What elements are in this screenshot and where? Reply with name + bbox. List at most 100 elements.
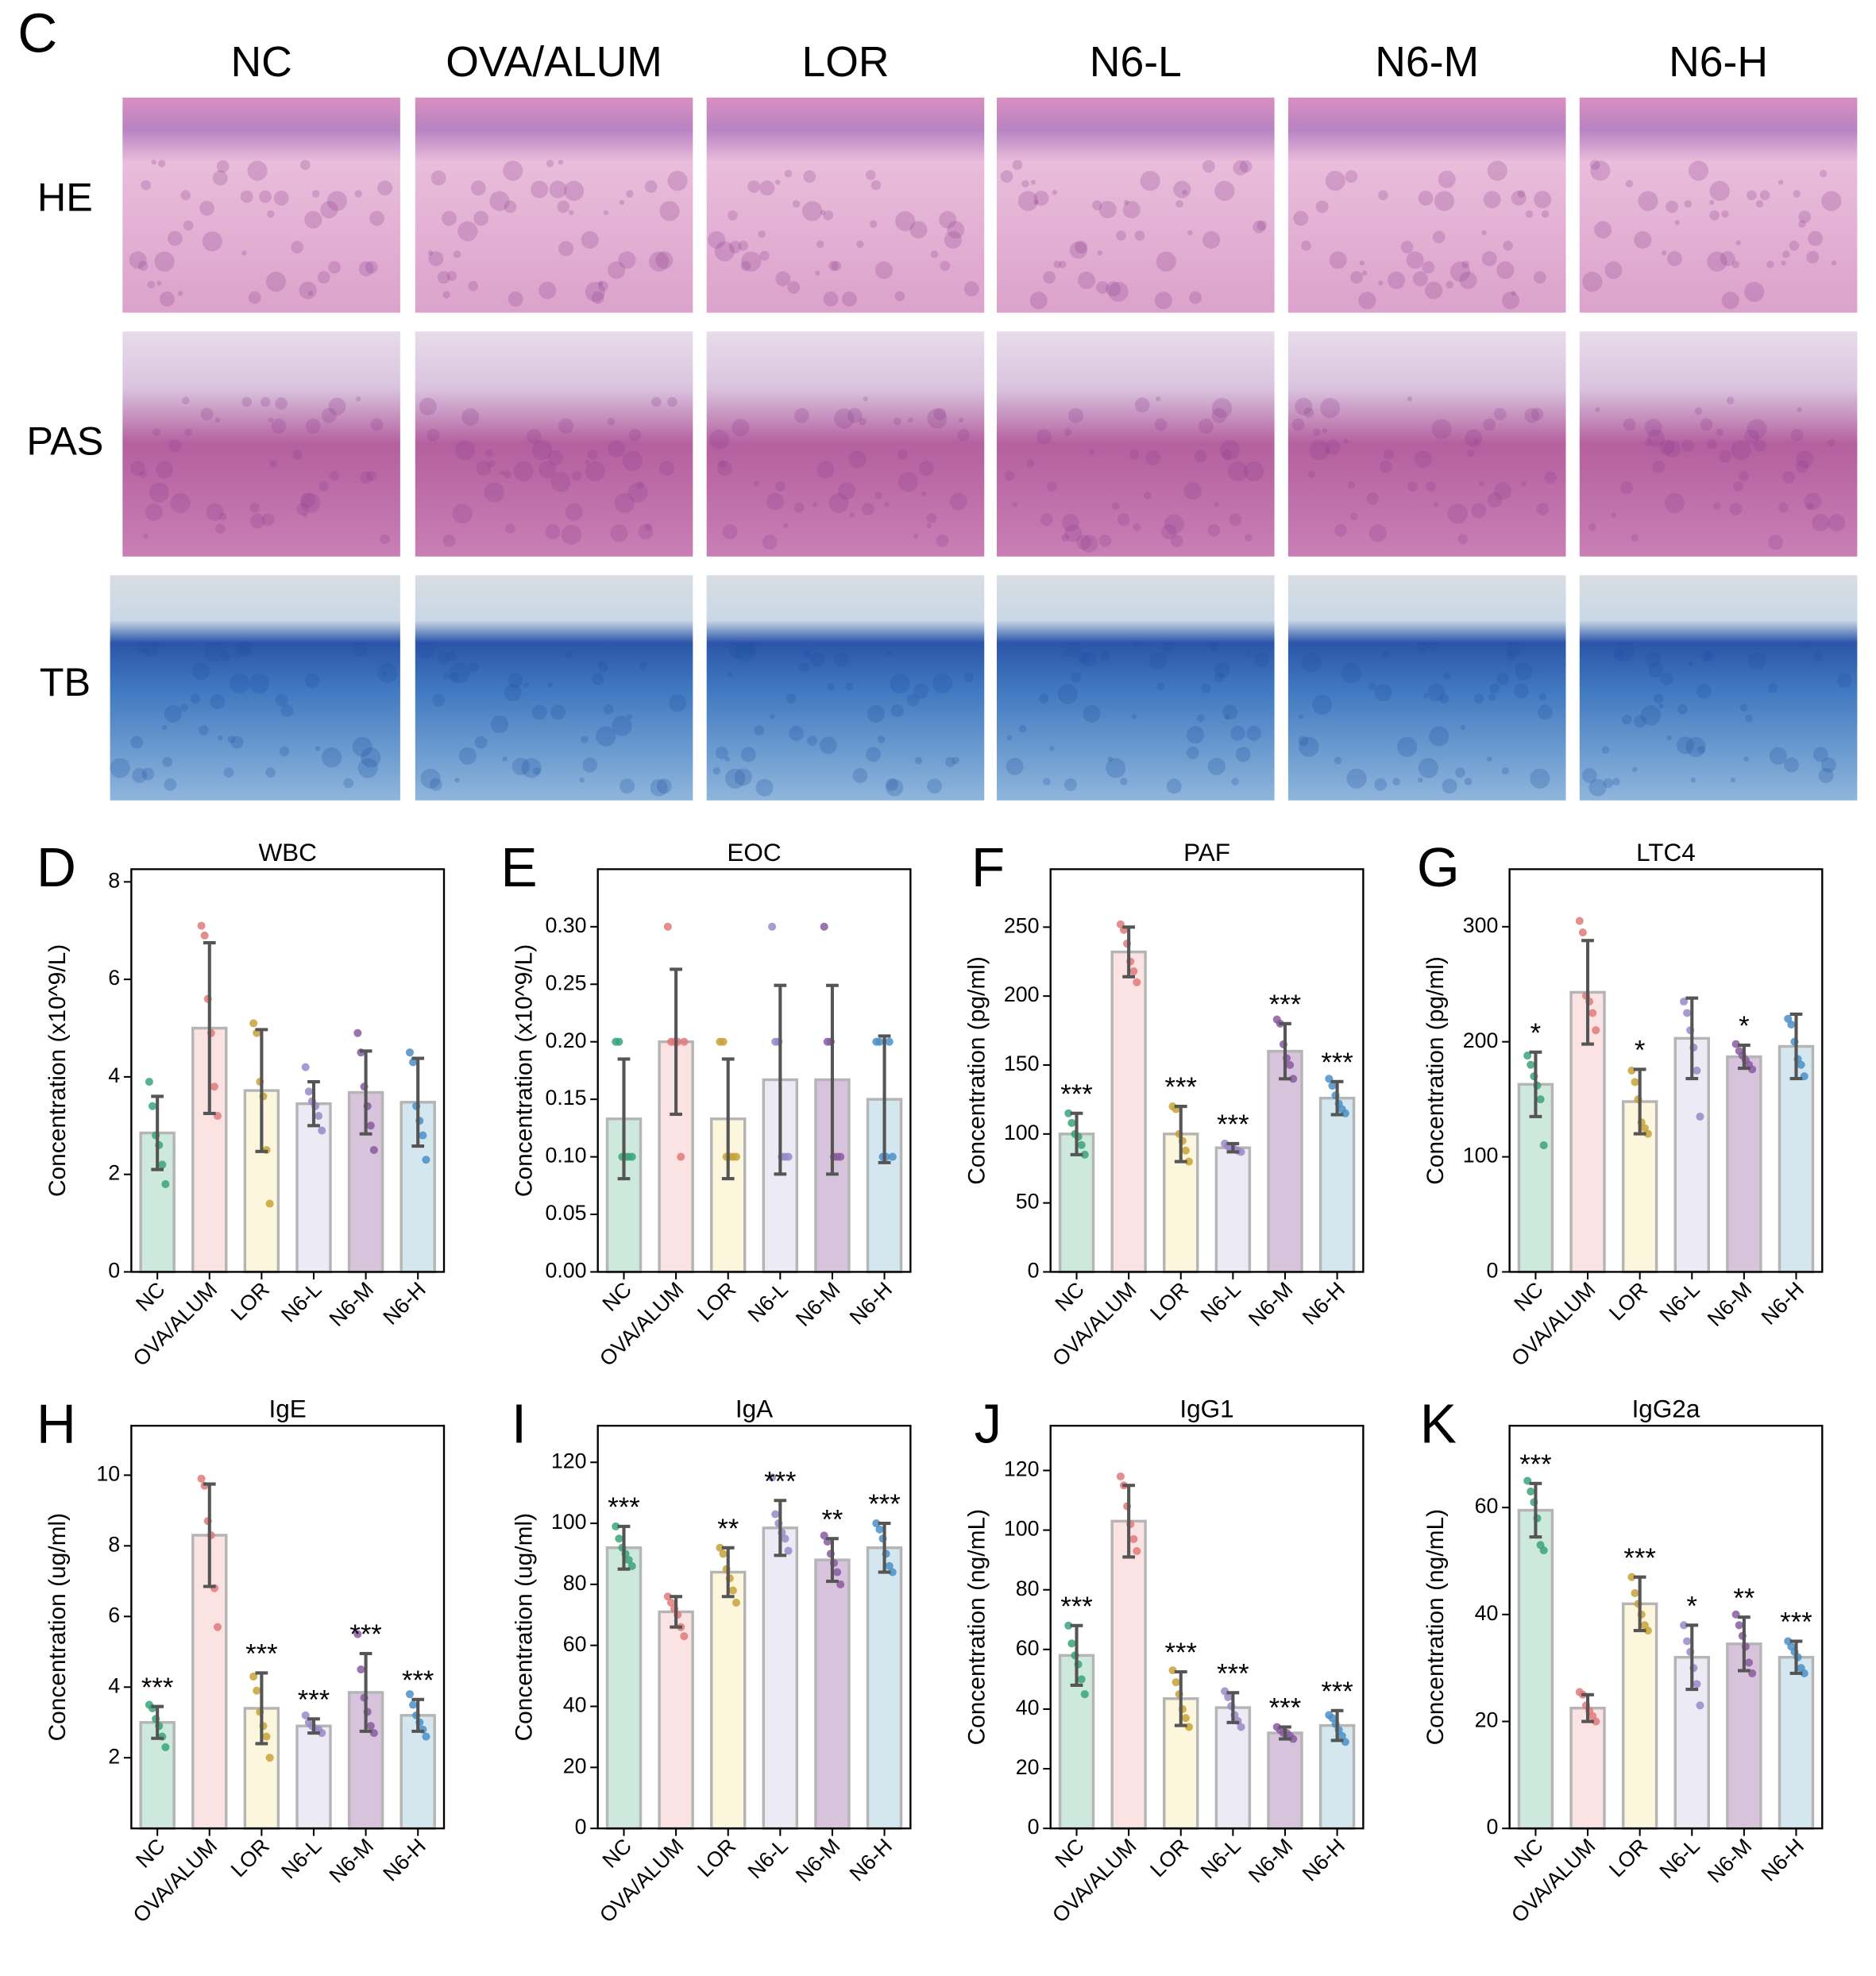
tissue-texture — [1688, 160, 1709, 181]
tissue-texture — [1496, 673, 1509, 685]
tissue-texture — [1487, 492, 1503, 508]
y-tick-label: 0 — [1028, 1259, 1040, 1283]
tissue-texture — [546, 160, 554, 168]
tissue-texture — [1052, 190, 1057, 195]
tissue-texture — [932, 673, 953, 694]
tissue-texture — [1648, 662, 1664, 678]
column-label: OVA/ALUM — [446, 39, 662, 86]
tissue-texture — [322, 747, 342, 768]
data-point — [1693, 1680, 1701, 1688]
tissue-texture — [1133, 523, 1141, 531]
tissue-texture — [1515, 662, 1533, 681]
tissue-texture — [303, 512, 308, 518]
tissue-texture — [1505, 641, 1521, 657]
tissue-texture — [1677, 704, 1688, 715]
column-label: NC — [230, 39, 291, 86]
tissue-texture — [1018, 724, 1027, 733]
data-point — [731, 1152, 740, 1161]
tissue-texture — [182, 396, 190, 404]
data-point — [624, 1556, 633, 1565]
tissue-texture — [1730, 778, 1736, 783]
data-point — [833, 1568, 842, 1577]
tissue-texture — [1709, 199, 1715, 206]
bar — [1110, 1519, 1147, 1830]
y-tick-label: 150 — [1004, 1052, 1040, 1075]
tissue-texture — [1053, 261, 1061, 268]
tissue-texture — [180, 704, 188, 712]
y-tick-label: 80 — [563, 1571, 587, 1595]
tissue-texture — [895, 210, 916, 232]
tissue-texture — [667, 171, 688, 191]
tissue-texture — [1446, 280, 1453, 289]
error-bar — [878, 1522, 891, 1574]
significance-label: *** — [349, 1619, 381, 1650]
tissue-texture — [786, 693, 797, 704]
tissue-texture — [260, 396, 271, 407]
x-tick-label: N6-M — [1703, 1834, 1756, 1887]
tissue-texture — [834, 651, 849, 667]
tissue-texture — [1729, 503, 1743, 515]
tissue-texture — [1291, 418, 1305, 431]
tissue-texture — [531, 440, 553, 461]
tissue-texture — [1350, 271, 1363, 284]
tissue-texture — [1129, 450, 1140, 460]
tissue-texture — [1731, 261, 1740, 268]
tissue-texture — [1325, 449, 1330, 454]
tissue-texture — [1726, 396, 1735, 404]
tissue-texture — [162, 757, 173, 767]
tissue-texture — [311, 190, 320, 198]
tissue-texture — [1222, 450, 1233, 460]
tissue-texture — [1378, 280, 1384, 286]
tissue-texture — [1812, 514, 1830, 532]
tissue-texture — [1700, 418, 1713, 431]
data-point — [249, 1019, 258, 1028]
error-bar — [1581, 1692, 1594, 1723]
bar — [1726, 1055, 1762, 1274]
axes-frame — [1049, 868, 1365, 1273]
tissue-texture — [762, 535, 778, 550]
column-label: N6-L — [1090, 39, 1182, 86]
tissue-texture — [793, 502, 805, 513]
error-bar — [670, 967, 682, 1117]
tissue-texture — [1134, 640, 1140, 646]
tissue-texture — [775, 179, 781, 185]
error-bar — [203, 1482, 216, 1588]
tissue-texture — [1422, 693, 1429, 699]
tissue-texture — [1361, 270, 1368, 276]
tissue-texture — [167, 230, 183, 246]
tissue-texture — [206, 503, 224, 521]
tissue-texture — [597, 280, 604, 286]
tissue-texture — [1467, 449, 1475, 457]
tissue-texture — [735, 642, 756, 662]
tissue-texture — [714, 241, 735, 262]
data-point — [262, 1732, 271, 1741]
bar — [658, 1610, 694, 1830]
x-tick-label: N6-H — [1757, 1834, 1808, 1885]
tissue-texture — [770, 714, 775, 720]
histology-panel: C NC OVA/ALUM LOR N6-L N6-M N6-H HE PAS TB — [17, 2, 1858, 801]
column-label: N6-M — [1375, 39, 1479, 86]
tissue-texture — [1156, 682, 1165, 691]
tissue-texture — [377, 662, 398, 683]
tissue-texture — [1061, 534, 1069, 542]
significance-label: *** — [298, 1685, 330, 1715]
tissue-texture — [627, 714, 633, 720]
panel-label: C — [17, 2, 57, 64]
tissue-texture — [151, 159, 156, 165]
tissue-texture — [354, 190, 362, 198]
tissue-texture — [360, 471, 373, 484]
y-tick-label: 60 — [563, 1632, 587, 1656]
tissue-texture — [1406, 251, 1424, 269]
tissue-texture — [300, 492, 321, 513]
tissue-texture — [1661, 250, 1667, 256]
tissue-texture — [1684, 199, 1692, 208]
tissue-texture — [1721, 210, 1729, 218]
tissue-texture — [145, 503, 163, 521]
y-axis-label: Concentration (x10^9/L) — [44, 944, 71, 1197]
tissue-texture — [564, 180, 585, 201]
tissue-texture — [1538, 693, 1546, 701]
tissue-texture — [913, 683, 929, 699]
tissue-texture — [190, 693, 201, 704]
tissue-texture — [926, 523, 932, 529]
tissue-texture — [728, 241, 742, 254]
